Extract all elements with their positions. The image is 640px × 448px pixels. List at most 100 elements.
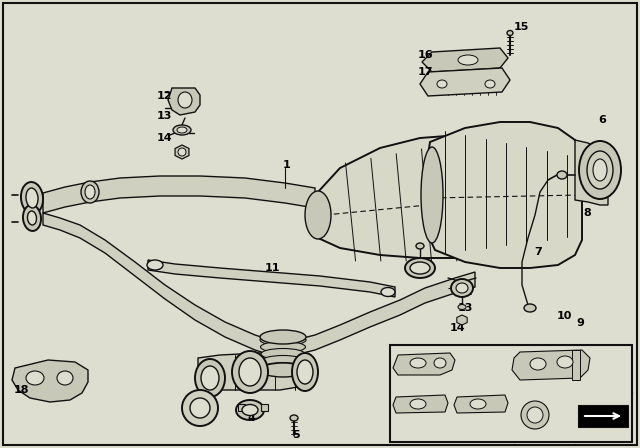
Ellipse shape [297, 360, 313, 384]
Polygon shape [422, 48, 508, 72]
Text: 4: 4 [248, 413, 256, 423]
Text: 13: 13 [157, 111, 172, 121]
Ellipse shape [557, 356, 573, 368]
Circle shape [521, 401, 549, 429]
Bar [578, 405, 628, 427]
Text: 2: 2 [408, 357, 416, 367]
Text: 7: 7 [534, 247, 541, 257]
Text: 6: 6 [598, 115, 606, 125]
Bar [238, 404, 245, 411]
Ellipse shape [232, 351, 268, 393]
Ellipse shape [410, 399, 426, 409]
Text: 9: 9 [576, 318, 584, 328]
Ellipse shape [178, 92, 192, 108]
Polygon shape [12, 360, 88, 402]
Text: 14: 14 [157, 133, 173, 143]
Ellipse shape [456, 283, 468, 293]
Polygon shape [175, 145, 189, 159]
Text: 23: 23 [514, 392, 529, 402]
Ellipse shape [177, 127, 187, 133]
Text: 22: 22 [454, 392, 470, 402]
Ellipse shape [434, 358, 446, 368]
Text: 11: 11 [265, 263, 280, 273]
Polygon shape [168, 88, 200, 115]
Polygon shape [43, 176, 315, 213]
Ellipse shape [262, 356, 305, 366]
Text: 18: 18 [14, 385, 29, 395]
Text: 15: 15 [514, 22, 529, 32]
Ellipse shape [28, 211, 36, 225]
Polygon shape [575, 140, 608, 205]
Text: 12: 12 [458, 287, 474, 297]
Ellipse shape [458, 305, 466, 310]
Ellipse shape [557, 171, 567, 179]
Bar [390, 345, 632, 442]
Text: 10: 10 [557, 311, 572, 321]
Ellipse shape [201, 366, 219, 390]
Ellipse shape [81, 181, 99, 203]
Ellipse shape [292, 353, 318, 391]
Text: 14: 14 [450, 323, 466, 333]
Ellipse shape [381, 288, 395, 297]
Polygon shape [420, 68, 510, 96]
Text: 12: 12 [157, 91, 173, 101]
Text: 17: 17 [418, 67, 433, 77]
Bar [261, 404, 268, 411]
Bar [572, 350, 580, 380]
Ellipse shape [26, 371, 44, 385]
Ellipse shape [485, 80, 495, 88]
Polygon shape [318, 135, 535, 258]
Text: 3: 3 [193, 408, 200, 418]
Text: 00136703: 00136703 [570, 435, 607, 444]
Polygon shape [428, 122, 582, 268]
Ellipse shape [530, 358, 546, 370]
Circle shape [190, 398, 210, 418]
Ellipse shape [85, 185, 95, 199]
Ellipse shape [195, 359, 225, 397]
Ellipse shape [260, 330, 306, 344]
Ellipse shape [242, 405, 258, 415]
Ellipse shape [21, 182, 43, 214]
Ellipse shape [437, 80, 447, 88]
Ellipse shape [239, 358, 261, 386]
Ellipse shape [290, 415, 298, 421]
Polygon shape [198, 352, 310, 390]
Text: 20: 20 [514, 349, 529, 359]
Ellipse shape [147, 260, 163, 270]
Text: 13: 13 [458, 303, 474, 313]
Ellipse shape [451, 279, 473, 297]
Polygon shape [43, 213, 280, 358]
Text: 1: 1 [283, 160, 291, 170]
Text: 19: 19 [396, 349, 412, 359]
Ellipse shape [410, 262, 430, 274]
Ellipse shape [261, 349, 305, 359]
Circle shape [527, 407, 543, 423]
Ellipse shape [236, 400, 264, 420]
Polygon shape [393, 395, 448, 413]
Ellipse shape [579, 141, 621, 199]
Ellipse shape [260, 341, 305, 353]
Ellipse shape [416, 243, 424, 249]
Text: 21: 21 [393, 392, 408, 402]
Polygon shape [393, 353, 455, 375]
Ellipse shape [587, 151, 613, 189]
Polygon shape [512, 350, 590, 380]
Polygon shape [280, 272, 475, 358]
Ellipse shape [57, 371, 73, 385]
Circle shape [178, 148, 186, 156]
Text: 5: 5 [292, 430, 300, 440]
Ellipse shape [470, 399, 486, 409]
Ellipse shape [305, 191, 331, 239]
Circle shape [182, 390, 218, 426]
Ellipse shape [410, 358, 426, 368]
Ellipse shape [405, 258, 435, 278]
Ellipse shape [260, 335, 306, 345]
Ellipse shape [507, 30, 513, 35]
Ellipse shape [26, 188, 38, 208]
Polygon shape [148, 260, 395, 297]
Ellipse shape [262, 362, 304, 374]
Polygon shape [454, 395, 508, 413]
Ellipse shape [23, 205, 41, 231]
Ellipse shape [458, 55, 478, 65]
Ellipse shape [524, 304, 536, 312]
